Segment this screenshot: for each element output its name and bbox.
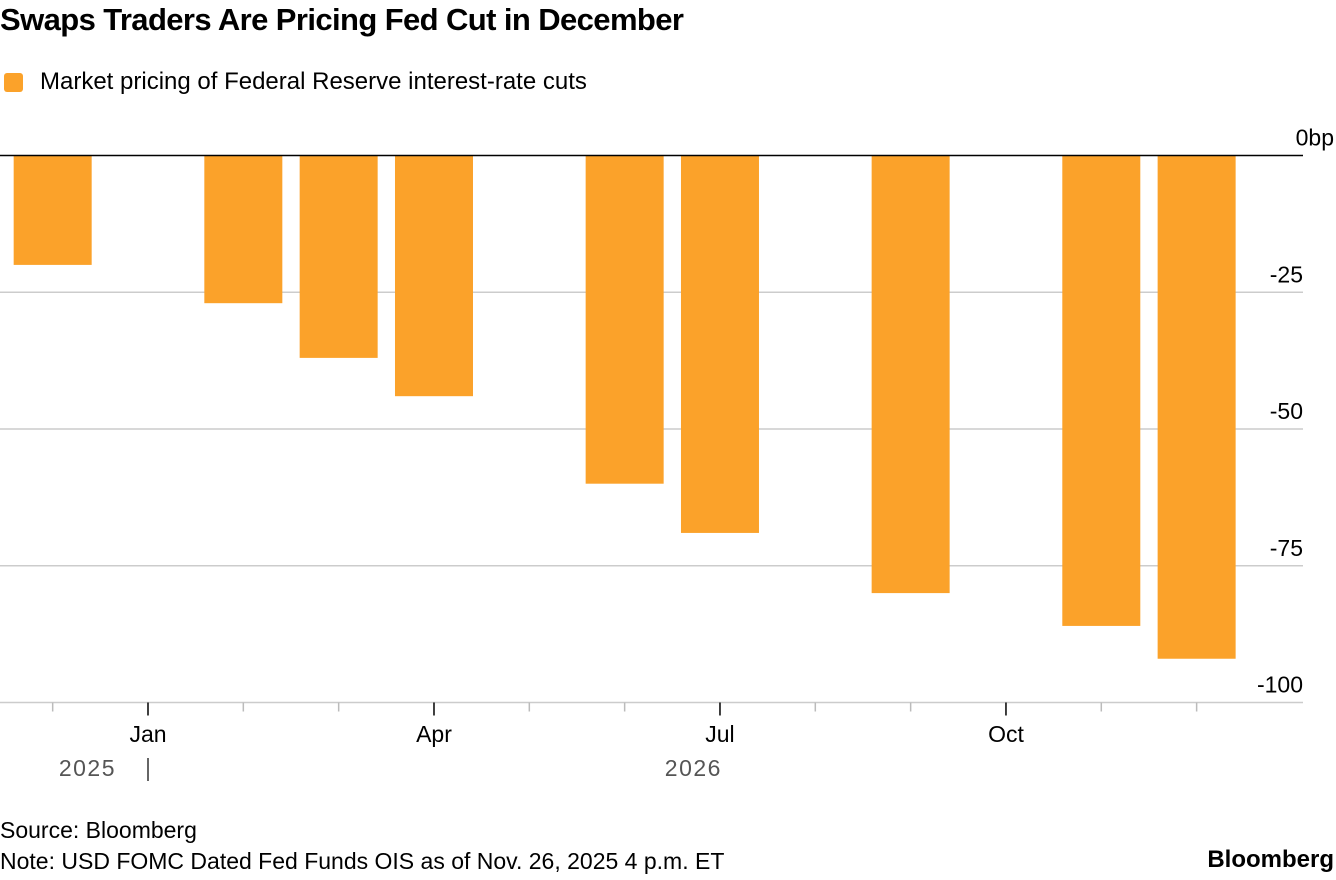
bar (394, 155, 473, 397)
bar (204, 155, 283, 304)
bar (871, 155, 950, 594)
y-tick-label: -100 (1257, 672, 1303, 698)
bar (299, 155, 378, 358)
bar (585, 155, 664, 484)
legend-label: Market pricing of Federal Reserve intere… (40, 68, 587, 95)
methodology-note: Note: USD FOMC Dated Fed Funds OIS as of… (0, 848, 725, 874)
x-tick-label: Apr (416, 721, 452, 747)
bar (680, 155, 759, 533)
chart-title: Swaps Traders Are Pricing Fed Cut in Dec… (0, 2, 684, 37)
legend-swatch (4, 72, 23, 92)
bar (13, 155, 92, 265)
bar (1062, 155, 1141, 626)
y-tick-label: -25 (1270, 261, 1303, 287)
y-tick-label: -75 (1270, 535, 1303, 561)
bar-chart: 0bp -25 -50 -75 -100 Jan Apr Jul Oct 2025 2026 (0, 125, 1334, 781)
bars (13, 155, 1236, 659)
legend: Market pricing of Federal Reserve intere… (4, 68, 587, 96)
y-tick-label: -50 (1270, 398, 1303, 424)
year-label: 2026 (665, 755, 722, 781)
x-tick-label: Oct (988, 721, 1024, 747)
source-note: Source: Bloomberg (0, 817, 197, 843)
y-tick-label: 0bp (1296, 125, 1334, 151)
bloomberg-logo: Bloomberg (1207, 846, 1334, 873)
x-tick-label: Jul (705, 721, 734, 747)
bar (1157, 155, 1236, 659)
year-label: 2025 (59, 755, 116, 781)
axes: 0bp -25 -50 -75 -100 Jan Apr Jul Oct 2025 2026 (0, 125, 1334, 781)
x-tick-label: Jan (129, 721, 166, 747)
